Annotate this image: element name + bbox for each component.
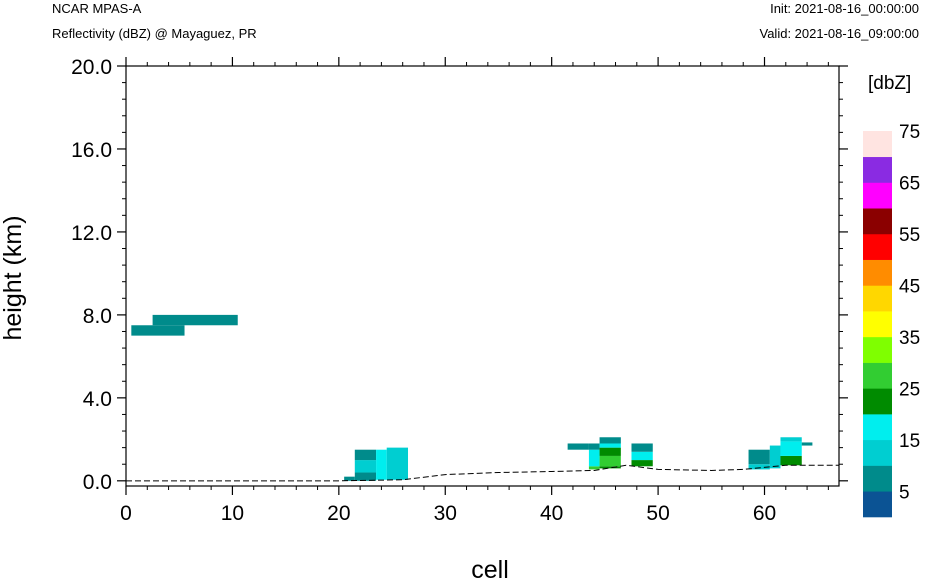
y-tick-label-5: 20.0 [71,56,112,79]
colorbar-swatch-0 [863,491,892,518]
reflectivity-cells [131,314,813,481]
x-tick-label-5: 50 [646,502,669,525]
x-tick-label-6: 60 [753,502,776,525]
model-name: NCAR MPAS-A [52,1,142,16]
reflectivity-cell-21 [748,449,770,465]
x-axis-label: cell [471,556,509,580]
colorbar-label-5: 55 [899,225,920,246]
colorbar-swatch-5 [863,362,892,389]
reflectivity-cell-12 [599,466,621,469]
axes: 0 10 20 30 40 50 60 0.0 4.0 8.0 12.0 16.0 20.0 [71,56,848,525]
colorbar-swatch-11 [863,208,892,235]
reflectivity-cell-25 [780,437,802,442]
reflectivity-cell-7 [386,447,409,480]
chart-subtitle: Reflectivity (dBZ) @ Mayaguez, PR [52,26,257,41]
y-tick-label-4: 16.0 [71,139,112,162]
x-tick-label-2: 20 [327,502,350,525]
colorbar-swatch-1 [863,465,892,492]
colorbar-label-1: 15 [899,431,920,452]
reflectivity-cell-2 [344,476,355,481]
reflectivity-cell-26 [801,442,813,446]
colorbar-label-3: 35 [899,328,920,349]
header: NCAR MPAS-A Reflectivity (dBZ) @ Mayague… [52,1,919,41]
colorbar-swatch-14 [863,131,892,158]
reflectivity-cell-22 [769,445,781,469]
colorbar-swatch-6 [863,336,892,363]
colorbar-title: [dbZ] [868,73,911,94]
x-tick-label-4: 40 [540,502,563,525]
valid-time: Valid: 2021-08-16_09:00:00 [760,26,920,41]
reflectivity-cell-17 [631,460,653,467]
plot-frame [125,65,840,487]
reflectivity-cell-8 [567,443,589,450]
reflectivity-cell-9 [588,466,600,470]
reflectivity-cell-13 [599,455,621,467]
y-tick-label-0: 0.0 [83,471,112,494]
reflectivity-cell-23 [780,455,802,466]
colorbar-label-2: 25 [899,379,920,400]
x-tick-label-3: 30 [434,502,457,525]
reflectivity-cell-10 [588,449,600,467]
colorbar-swatch-10 [863,233,892,260]
reflectivity-cell-0 [131,325,185,336]
x-tick-label-0: 0 [120,502,132,525]
y-tick-label-3: 12.0 [71,222,112,245]
colorbar: [dbZ] 5 15 25 35 45 55 65 75 [863,73,920,518]
colorbar-swatch-9 [863,259,892,286]
reflectivity-cell-6 [376,449,387,480]
reflectivity-cell-19 [631,443,653,452]
y-axis-label: height (km) [0,215,27,340]
colorbar-swatch-4 [863,388,892,415]
init-time: Init: 2021-08-16_00:00:00 [770,1,919,16]
colorbar-swatch-2 [863,439,892,466]
colorbar-swatch-13 [863,156,892,183]
reflectivity-cell-11 [588,443,600,450]
reflectivity-cell-3 [354,472,377,481]
reflectivity-cell-5 [354,449,377,461]
terrain-line [126,464,839,482]
colorbar-swatch-12 [863,182,892,209]
reflectivity-cell-15 [599,443,621,448]
colorbar-swatch-7 [863,311,892,338]
reflectivity-cell-16 [599,437,621,444]
colorbar-label-4: 45 [899,276,920,297]
reflectivity-cell-14 [599,447,621,456]
colorbar-swatch-8 [863,285,892,312]
reflectivity-cell-18 [631,451,653,461]
reflectivity-cell-4 [354,460,377,473]
y-tick-label-1: 4.0 [83,388,112,411]
reflectivity-cell-1 [152,314,238,326]
colorbar-label-7: 75 [899,122,920,143]
reflectivity-cell-20 [748,464,770,470]
terrain [126,464,839,482]
colorbar-label-6: 65 [899,173,920,194]
x-tick-label-1: 10 [221,502,244,525]
reflectivity-cell-24 [780,441,802,456]
y-tick-label-2: 8.0 [83,305,112,328]
colorbar-swatch-3 [863,414,892,441]
colorbar-label-0: 5 [899,482,910,503]
